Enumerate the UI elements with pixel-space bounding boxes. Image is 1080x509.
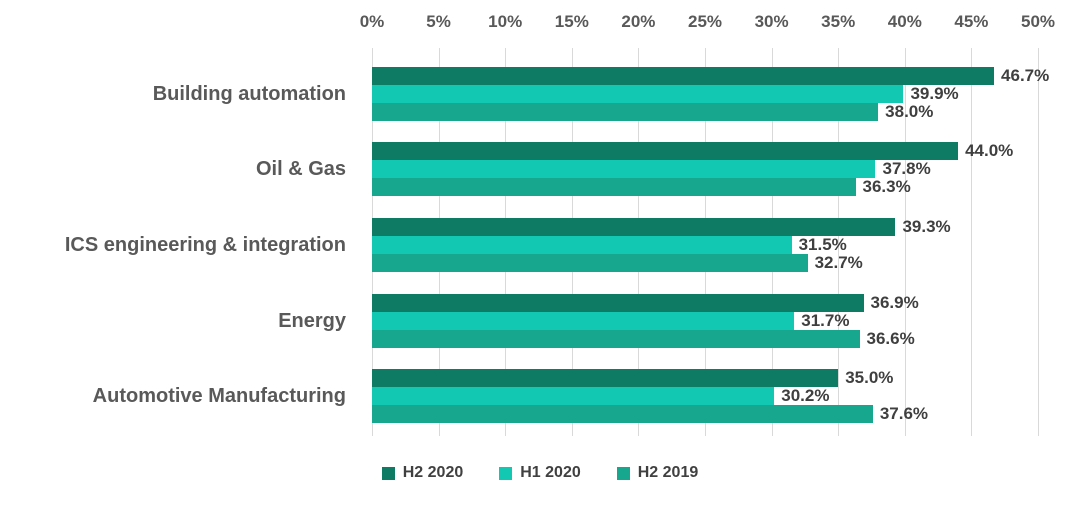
legend-label: H2 2020 — [402, 464, 464, 481]
bar-line: 31.7% — [372, 310, 1038, 330]
x-axis-tick-label: 30% — [754, 12, 789, 31]
bar-line: 37.8% — [372, 159, 1038, 179]
bar-line: 32.7% — [372, 252, 1038, 272]
bar-h2-2020 — [372, 369, 839, 388]
bar-line: 39.3% — [372, 216, 1038, 236]
bar-h1-2020 — [372, 84, 904, 103]
legend-label: H1 2020 — [520, 464, 581, 481]
plot-area: 46.7% 39.9% 38.0% 44.0% 37.8% 36.3% 39.3% 31.5%… — [372, 48, 1049, 436]
bar-value-label: 31.5% — [798, 234, 847, 254]
bar-line: 36.3% — [372, 177, 1038, 197]
bar-h2-2020 — [372, 66, 995, 85]
bar-value-label: 36.3% — [862, 177, 911, 197]
bar-value-label: 44.0% — [965, 141, 1014, 161]
bar-value-label: 35.0% — [845, 368, 894, 388]
bar-h2-2020 — [372, 142, 959, 161]
bar-line: 36.9% — [372, 292, 1038, 312]
gridline — [904, 48, 906, 436]
legend-item-h2-2020: H2 2020 — [381, 464, 464, 482]
legend-swatch-icon — [616, 466, 630, 480]
bar-line: 46.7% — [372, 66, 1049, 85]
bar-h1-2020 — [372, 235, 792, 254]
legend: H2 2020 H1 2020 H2 2019 — [0, 464, 1080, 482]
bar-h2-2019 — [372, 178, 856, 197]
bar-groups: 46.7% 39.9% 38.0% 44.0% 37.8% 36.3% 39.3% 31.5%… — [372, 56, 1049, 434]
legend-swatch-icon — [499, 466, 513, 480]
bar-h2-2019 — [372, 253, 808, 272]
x-axis-tick-label: 20% — [621, 12, 656, 31]
category-label: Energy — [278, 309, 346, 332]
bar-value-label: 36.9% — [870, 292, 919, 312]
x-axis-tick-label: 10% — [488, 12, 523, 31]
x-axis-tick-label: 50% — [1020, 12, 1056, 31]
bar-value-label: 39.9% — [910, 83, 959, 103]
bar-line: 35.0% — [372, 368, 1038, 388]
bar-group: 35.0% 30.2% 37.6% — [372, 358, 1038, 434]
bar-line: 38.0% — [372, 101, 1038, 121]
bar-line: 31.5% — [372, 234, 1038, 254]
bar-h2-2020 — [372, 293, 864, 312]
bar-value-label: 30.2% — [781, 386, 830, 406]
legend-swatch-icon — [381, 466, 395, 480]
gridline — [1038, 48, 1039, 436]
bar-value-label: 32.7% — [814, 252, 863, 272]
x-axis-tick-label: 0% — [359, 12, 385, 31]
x-axis-tick-label: 15% — [554, 12, 589, 31]
bar-h2-2019 — [372, 329, 860, 348]
bar-value-label: 46.7% — [1001, 65, 1050, 85]
category-label: Building automation — [152, 82, 346, 105]
bar-h1-2020 — [372, 311, 795, 330]
category-axis: Building automation Oil & Gas ICS engineer… — [0, 56, 346, 434]
bar-value-label: 39.3% — [902, 216, 951, 236]
legend-item-h1-2020: H1 2020 — [499, 464, 581, 482]
bar-line: 30.2% — [372, 386, 1038, 406]
bar-value-label: 31.7% — [801, 310, 850, 330]
bar-line: 44.0% — [372, 141, 1038, 161]
x-axis-tick-label: 45% — [954, 12, 989, 31]
x-axis-tick-label: 25% — [687, 12, 723, 31]
bar-value-label: 37.6% — [879, 404, 929, 424]
bar-value-label: 38.0% — [885, 101, 934, 121]
x-axis-tick-label: 35% — [821, 12, 856, 31]
bar-value-label: 36.6% — [866, 328, 915, 348]
bar-group: 44.0% 37.8% 36.3% — [372, 132, 1038, 208]
bar-group: 46.7% 39.9% 38.0% — [372, 56, 1049, 132]
bar-group: 39.3% 31.5% 32.7% — [372, 207, 1038, 283]
legend-item-h2-2019: H2 2019 — [616, 464, 699, 482]
bar-h2-2019 — [372, 102, 879, 121]
bar-h1-2020 — [372, 387, 775, 406]
x-axis-tick-label: 40% — [887, 12, 922, 31]
category-label: ICS engineering & integration — [64, 233, 346, 256]
gridline — [838, 48, 840, 436]
bar-h2-2020 — [372, 217, 896, 236]
bar-line: 36.6% — [372, 328, 1038, 348]
gridline — [971, 48, 973, 436]
bar-line: 39.9% — [372, 83, 1038, 103]
legend-label: H2 2019 — [637, 464, 699, 481]
bar-h2-2019 — [372, 405, 873, 424]
x-axis: 0% 5% 10% 15% 20% 25% 30% 35% 40% 45% 50% — [360, 12, 1055, 34]
bar-line: 37.6% — [372, 404, 1038, 424]
bar-group: 36.9% 31.7% 36.6% — [372, 283, 1038, 359]
bar-h1-2020 — [372, 160, 876, 179]
category-label: Oil & Gas — [255, 158, 346, 181]
category-label: Automotive Manufacturing — [92, 385, 346, 408]
bar-value-label: 37.8% — [882, 159, 931, 179]
x-axis-tick-label: 5% — [426, 12, 451, 31]
